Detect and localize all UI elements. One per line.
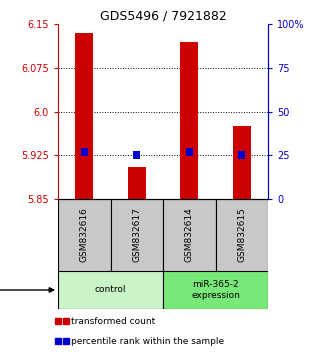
Text: protocol: protocol xyxy=(0,285,54,295)
Bar xyxy=(128,167,146,199)
Bar xyxy=(163,271,268,309)
Text: GSM832617: GSM832617 xyxy=(132,207,141,262)
Text: GSM832615: GSM832615 xyxy=(237,207,246,262)
Text: GSM832614: GSM832614 xyxy=(185,208,194,262)
Bar xyxy=(180,41,198,199)
Text: control: control xyxy=(95,285,126,295)
Text: miR-365-2
expression: miR-365-2 expression xyxy=(191,280,240,300)
Bar xyxy=(163,199,215,271)
Bar xyxy=(58,271,163,309)
Bar xyxy=(58,199,110,271)
Bar xyxy=(238,151,245,159)
Title: GDS5496 / 7921882: GDS5496 / 7921882 xyxy=(100,10,226,23)
Bar xyxy=(133,152,140,159)
Text: GSM832616: GSM832616 xyxy=(80,207,89,262)
Bar xyxy=(110,199,163,271)
Text: percentile rank within the sample: percentile rank within the sample xyxy=(71,337,224,346)
Bar xyxy=(75,33,93,199)
Bar xyxy=(186,148,193,156)
Bar xyxy=(215,199,268,271)
Bar xyxy=(81,148,88,156)
Bar xyxy=(233,126,251,199)
Text: transformed count: transformed count xyxy=(71,316,155,325)
